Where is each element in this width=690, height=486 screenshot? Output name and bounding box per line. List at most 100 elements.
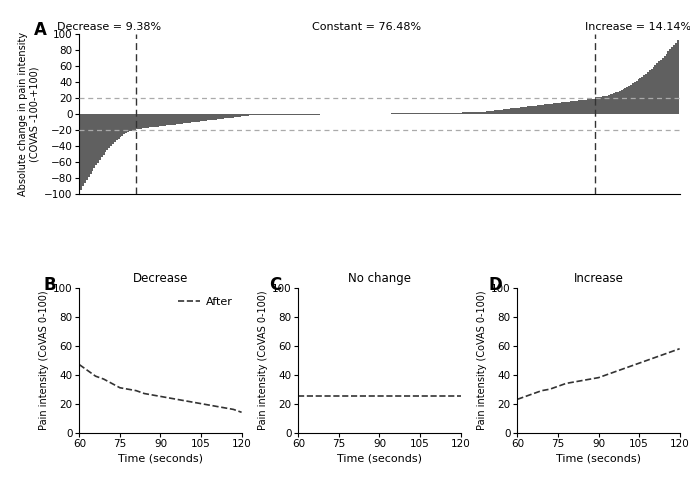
Bar bbox=[409, 113, 411, 114]
Bar bbox=[193, 114, 195, 122]
Text: A: A bbox=[34, 21, 47, 39]
Bar bbox=[591, 99, 593, 114]
Bar bbox=[557, 103, 559, 114]
Bar bbox=[273, 114, 275, 115]
Bar bbox=[529, 106, 531, 114]
Bar bbox=[419, 113, 421, 114]
Bar bbox=[511, 108, 512, 114]
Bar bbox=[95, 114, 97, 165]
Bar bbox=[151, 114, 153, 127]
Bar bbox=[430, 113, 432, 114]
Bar bbox=[566, 102, 569, 114]
Title: No change: No change bbox=[348, 273, 411, 285]
Bar bbox=[473, 112, 475, 114]
Bar bbox=[155, 114, 157, 127]
Bar bbox=[640, 78, 641, 114]
Bar bbox=[548, 104, 550, 114]
Text: Decrease = 9.38%: Decrease = 9.38% bbox=[57, 21, 161, 32]
Bar bbox=[163, 114, 164, 126]
Bar bbox=[105, 114, 106, 153]
Bar bbox=[290, 114, 292, 115]
Bar bbox=[312, 114, 314, 115]
Bar bbox=[93, 114, 95, 168]
Bar bbox=[533, 106, 535, 114]
Bar bbox=[402, 113, 404, 114]
Bar bbox=[593, 99, 595, 114]
Bar bbox=[604, 96, 606, 114]
Title: Decrease: Decrease bbox=[132, 273, 188, 285]
Bar bbox=[458, 113, 460, 114]
Bar bbox=[555, 103, 557, 114]
Bar bbox=[600, 97, 602, 114]
Bar bbox=[288, 114, 290, 115]
Bar bbox=[432, 113, 434, 114]
Bar bbox=[434, 113, 435, 114]
Bar bbox=[645, 73, 647, 114]
Bar bbox=[108, 114, 110, 148]
Bar bbox=[641, 77, 643, 114]
Bar bbox=[505, 109, 506, 114]
Bar bbox=[266, 114, 267, 115]
Bar bbox=[161, 114, 163, 126]
Bar bbox=[658, 61, 660, 114]
Bar bbox=[121, 114, 124, 136]
Bar bbox=[127, 114, 129, 132]
Bar bbox=[267, 114, 269, 115]
Bar bbox=[190, 114, 193, 122]
Bar bbox=[653, 67, 654, 114]
Bar bbox=[316, 114, 318, 115]
Legend: After: After bbox=[175, 294, 236, 310]
Bar bbox=[435, 113, 437, 114]
Bar bbox=[256, 114, 258, 115]
Bar bbox=[460, 113, 462, 114]
Bar bbox=[437, 113, 440, 114]
Bar bbox=[131, 114, 132, 131]
Bar bbox=[512, 108, 514, 114]
X-axis label: Time (seconds): Time (seconds) bbox=[118, 453, 203, 464]
Bar bbox=[208, 114, 209, 121]
Bar bbox=[669, 50, 671, 114]
Bar bbox=[564, 102, 566, 114]
Bar bbox=[224, 114, 226, 119]
Bar bbox=[622, 89, 624, 114]
Bar bbox=[196, 114, 198, 122]
Bar bbox=[80, 114, 82, 190]
Bar bbox=[86, 114, 88, 180]
Bar bbox=[456, 113, 458, 114]
Bar bbox=[187, 114, 189, 123]
Bar bbox=[239, 114, 241, 117]
Bar bbox=[318, 114, 319, 115]
Bar bbox=[293, 114, 295, 115]
Bar bbox=[492, 111, 493, 114]
Bar bbox=[514, 108, 516, 114]
Bar bbox=[617, 92, 619, 114]
Bar bbox=[303, 114, 305, 115]
Bar bbox=[660, 60, 662, 114]
Bar bbox=[204, 114, 206, 121]
Bar bbox=[247, 114, 248, 116]
Bar bbox=[426, 113, 428, 114]
Bar bbox=[277, 114, 279, 115]
Bar bbox=[308, 114, 310, 115]
Bar bbox=[116, 114, 118, 140]
Bar bbox=[654, 65, 656, 114]
Bar bbox=[222, 114, 224, 119]
Bar bbox=[499, 110, 501, 114]
Bar bbox=[667, 52, 669, 114]
Bar bbox=[245, 114, 247, 116]
Bar bbox=[99, 114, 101, 160]
Bar bbox=[112, 114, 114, 144]
Bar bbox=[92, 114, 93, 171]
Bar bbox=[103, 114, 105, 155]
Bar bbox=[589, 99, 591, 114]
Bar bbox=[488, 111, 490, 114]
Bar bbox=[198, 114, 200, 122]
Bar bbox=[262, 114, 264, 115]
Y-axis label: Pain intensity (CoVAS 0-100): Pain intensity (CoVAS 0-100) bbox=[477, 291, 486, 430]
Bar bbox=[284, 114, 286, 115]
Bar bbox=[671, 47, 673, 114]
Bar bbox=[264, 114, 266, 115]
Y-axis label: Pain intensity (CoVAS 0-100): Pain intensity (CoVAS 0-100) bbox=[257, 291, 268, 430]
Bar bbox=[88, 114, 90, 177]
Bar bbox=[140, 114, 142, 129]
